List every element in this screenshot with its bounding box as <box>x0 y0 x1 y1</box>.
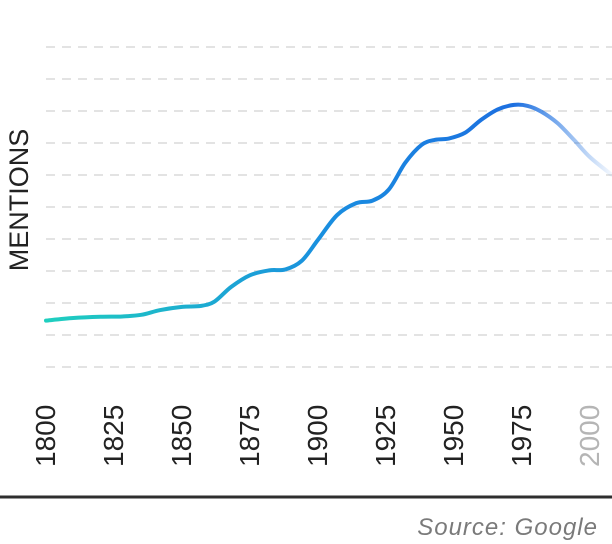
grid-layer <box>46 46 612 368</box>
x-tick-label-1850: 1850 <box>166 405 197 467</box>
x-tick-labels: 1800 1825 1850 1875 1900 1925 1950 1975 2000 <box>30 405 605 467</box>
x-tick-label-1825: 1825 <box>98 405 129 467</box>
x-tick-label-1975: 1975 <box>506 405 537 467</box>
source-caption: Source: Google <box>417 514 598 541</box>
series-line <box>44 102 612 323</box>
x-tick-label-1800: 1800 <box>30 405 61 467</box>
x-tick-label-2000: 2000 <box>574 405 605 467</box>
y-axis-label: MENTIONS <box>4 129 34 272</box>
x-tick-label-1900: 1900 <box>302 405 333 467</box>
x-tick-label-1950: 1950 <box>438 405 469 467</box>
x-tick-label-1875: 1875 <box>234 405 265 467</box>
x-tick-label-1925: 1925 <box>370 405 401 467</box>
